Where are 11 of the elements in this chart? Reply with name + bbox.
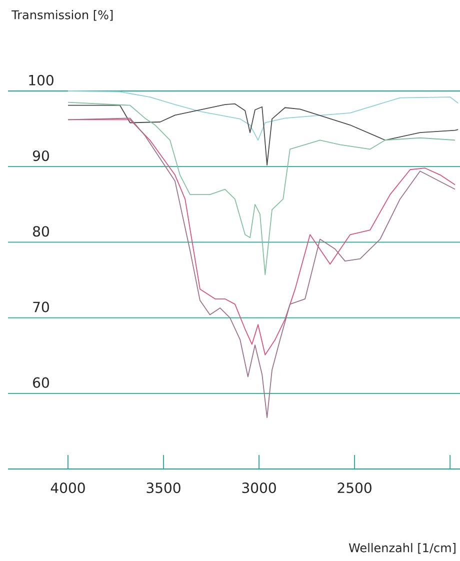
x-axis-title: Wellenzahl [1/cm] (348, 543, 456, 554)
x-tick-label: 3000 (242, 482, 276, 494)
y-tick-label: 80 (33, 226, 49, 237)
y-tick-label: 70 (33, 302, 49, 312)
x-tick-label: 3500 (146, 482, 180, 494)
y-tick-label: 60 (33, 377, 49, 388)
y-tick-label: 100 (29, 74, 54, 86)
y-axis-title: Transmission [%] (11, 10, 113, 21)
x-tick-label: 4000 (50, 482, 85, 494)
x-tick-label: 2500 (338, 482, 372, 494)
y-tick-label: 90 (32, 150, 49, 162)
